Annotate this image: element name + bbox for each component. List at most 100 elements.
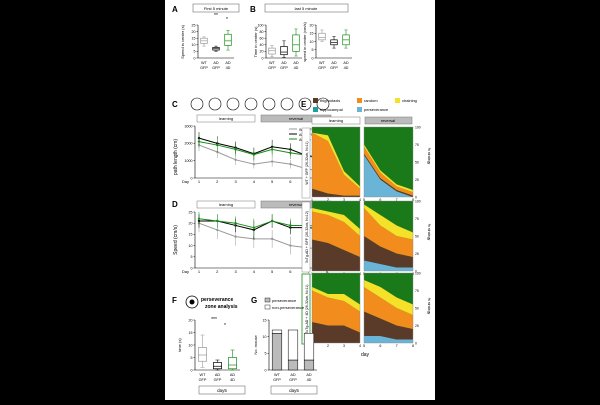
x-tick-label: GFP [200, 66, 208, 70]
area-frame [363, 126, 414, 198]
y-tick-label: 75 [415, 143, 419, 147]
panel-f-day-box [198, 385, 246, 395]
figure-page: A First 5 minute ** * Speed in center (s… [165, 0, 435, 400]
panel-a-letter: A [172, 5, 178, 14]
y-tick-label: 40 [260, 43, 264, 47]
y-tick-label: 15 [189, 233, 193, 237]
data-point [252, 162, 256, 166]
panel-f-title-1: perseverance [201, 297, 233, 303]
y-tick-label: 25 [415, 324, 419, 328]
panel-f-sig-left: *** [211, 317, 217, 323]
panel-f-title-2: zone analysis [205, 304, 238, 310]
x-tick-label: GFP [199, 378, 207, 382]
maze-circle-icon [190, 97, 204, 111]
y-tick-label: 50 [415, 306, 419, 310]
panel-a-header-box [192, 3, 240, 13]
panel-f-ylabel: time (s) [177, 338, 182, 352]
y-tick-label: 60 [260, 37, 264, 41]
maze-icons [190, 97, 330, 111]
box [318, 32, 326, 41]
legend-hippocampal-swatch [313, 107, 318, 112]
x-axis-label: Day [182, 179, 189, 184]
y-tick-label: 25 [415, 178, 419, 182]
x-tick-label: GFP [318, 66, 326, 70]
y-tick-label: 20 [189, 222, 193, 226]
chaining-area [364, 280, 413, 315]
panel-e-learning: learning [329, 118, 343, 123]
chaining-area [312, 132, 360, 189]
x-tick-label: 4D [307, 378, 312, 382]
legend-perseverance: perseverance [364, 107, 389, 112]
panel-c-learning: learning [219, 116, 233, 121]
y-tick-label: 0 [415, 195, 417, 199]
y-tick-label: 0 [265, 368, 267, 372]
panel-c-letter: C [172, 100, 178, 109]
figure-svg: A First 5 minute ** * Speed in center (s… [172, 3, 431, 395]
x-tick-label: 6 [379, 344, 381, 348]
random-area [364, 287, 413, 329]
chaining-area [364, 204, 413, 240]
x-tick-label: WT [319, 61, 326, 65]
data-point [270, 237, 274, 241]
area-frame [363, 200, 414, 272]
y-tick-label: 50 [415, 234, 419, 238]
data-point [289, 244, 292, 247]
panel-e-reversal: reversal [381, 118, 395, 123]
row-label-box [301, 127, 311, 199]
data-point [234, 158, 237, 161]
legend-non-perseverance-swatch [264, 304, 271, 310]
data-point [289, 151, 292, 155]
y-tick-label: 0 [191, 368, 193, 372]
legend-g-non-perseverance: non-perseverance [272, 305, 305, 310]
x-tick-label: 2 [216, 269, 219, 274]
x-tick-label: 3 [234, 179, 237, 184]
panel-c-learning-box [196, 114, 256, 123]
x-tick-label: 4D [226, 66, 231, 70]
x-tick-label: 2 [327, 344, 329, 348]
thigmotaxis-area [312, 188, 360, 197]
panel-f-letter: F [172, 296, 177, 305]
y-tick-label: 1000 [185, 159, 193, 163]
y-tick-label: 100 [415, 125, 421, 129]
x-tick-label: GFP [280, 66, 288, 70]
x-tick-label: 4D [344, 66, 349, 70]
panel-b-header-box [264, 3, 349, 13]
right-label: % strategy [427, 148, 431, 165]
data-point [197, 217, 201, 220]
x-tick-label: 5 [363, 198, 365, 202]
x-tick-label: 6 [289, 179, 292, 184]
data-point [270, 160, 274, 163]
panel-b-header: last 5 minute [295, 6, 318, 11]
perseverance-area [364, 336, 413, 343]
maze-circle-icon [244, 97, 258, 111]
data-point [216, 219, 219, 223]
x-tick-label: 5 [271, 269, 274, 274]
data-point [252, 153, 256, 156]
x-tick-label: 8 [412, 198, 414, 202]
y-tick-label: 15 [310, 32, 314, 36]
x-tick-label: GFP [273, 378, 281, 382]
area-frame [363, 272, 414, 344]
y-tick-label: 80 [260, 30, 264, 34]
legend-g-perseverance: perseverance [272, 298, 297, 303]
panel-a-header: First 5 minute [204, 6, 229, 11]
panel-e-plot: 1234567802550751001234567802550751001234… [311, 125, 421, 348]
y-tick-label: 20 [310, 23, 314, 27]
x-tick-label: 4 [359, 344, 361, 348]
maze-circle-icon [208, 97, 222, 111]
panel-e: E thigmotaxis random chaining hippocampa… [301, 98, 431, 358]
legend-thigmotaxis: thigmotaxis [320, 98, 340, 103]
x-tick-label: AD [306, 373, 312, 377]
random-area [364, 208, 413, 257]
y-tick-label: 0 [262, 56, 264, 60]
y-tick-label: 0 [312, 56, 314, 60]
y-tick-label: 5 [194, 50, 196, 54]
x-tick-label: 5 [363, 344, 365, 348]
x-tick-label: 4D [230, 378, 235, 382]
x-tick-label: GFP [268, 66, 276, 70]
bar-non-perseverance [303, 333, 315, 361]
panel-d-ylabel: Speed (cm/s) [173, 225, 179, 255]
x-tick-label: 5 [271, 179, 274, 184]
data-point [216, 143, 219, 147]
